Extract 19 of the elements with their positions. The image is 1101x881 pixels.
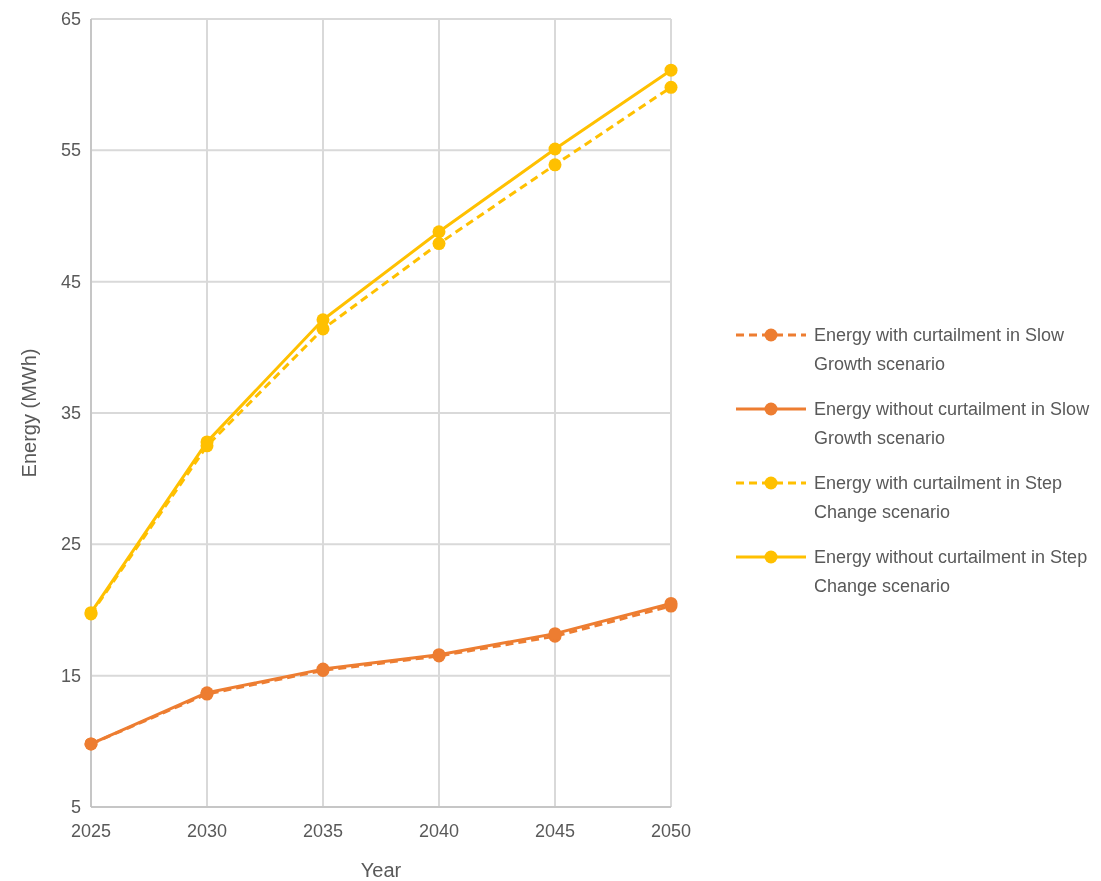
x-tick-label: 2030 — [186, 821, 228, 841]
y-tick-label: 15 — [60, 665, 81, 686]
legend-label: Energy without curtailment in Slow Growth scenario — [814, 399, 1091, 448]
x-tick-label: 2045 — [534, 821, 576, 841]
x-axis-title: Year — [360, 859, 402, 881]
y-tick-label: 45 — [60, 271, 81, 292]
y-tick-label: 65 — [60, 9, 81, 29]
legend-label: Energy with curtailment in Slow Growth scenario — [814, 325, 1066, 374]
y-tick-label: 25 — [60, 534, 81, 555]
legend-label: Energy without curtailment in Step Change scenario — [814, 547, 1088, 596]
x-tick-label: 2035 — [302, 821, 344, 841]
legend-label: Energy with curtailment in Step Change scenario — [814, 473, 1063, 522]
x-tick-label: 2050 — [650, 821, 692, 841]
x-tick-label: 2040 — [418, 821, 460, 841]
y-tick-label: 5 — [70, 797, 81, 817]
x-tick-label: 2025 — [70, 821, 112, 841]
y-tick-label: 35 — [60, 403, 81, 423]
y-axis-title: Energy (MWh) — [18, 348, 40, 478]
y-tick-label: 55 — [60, 140, 81, 161]
